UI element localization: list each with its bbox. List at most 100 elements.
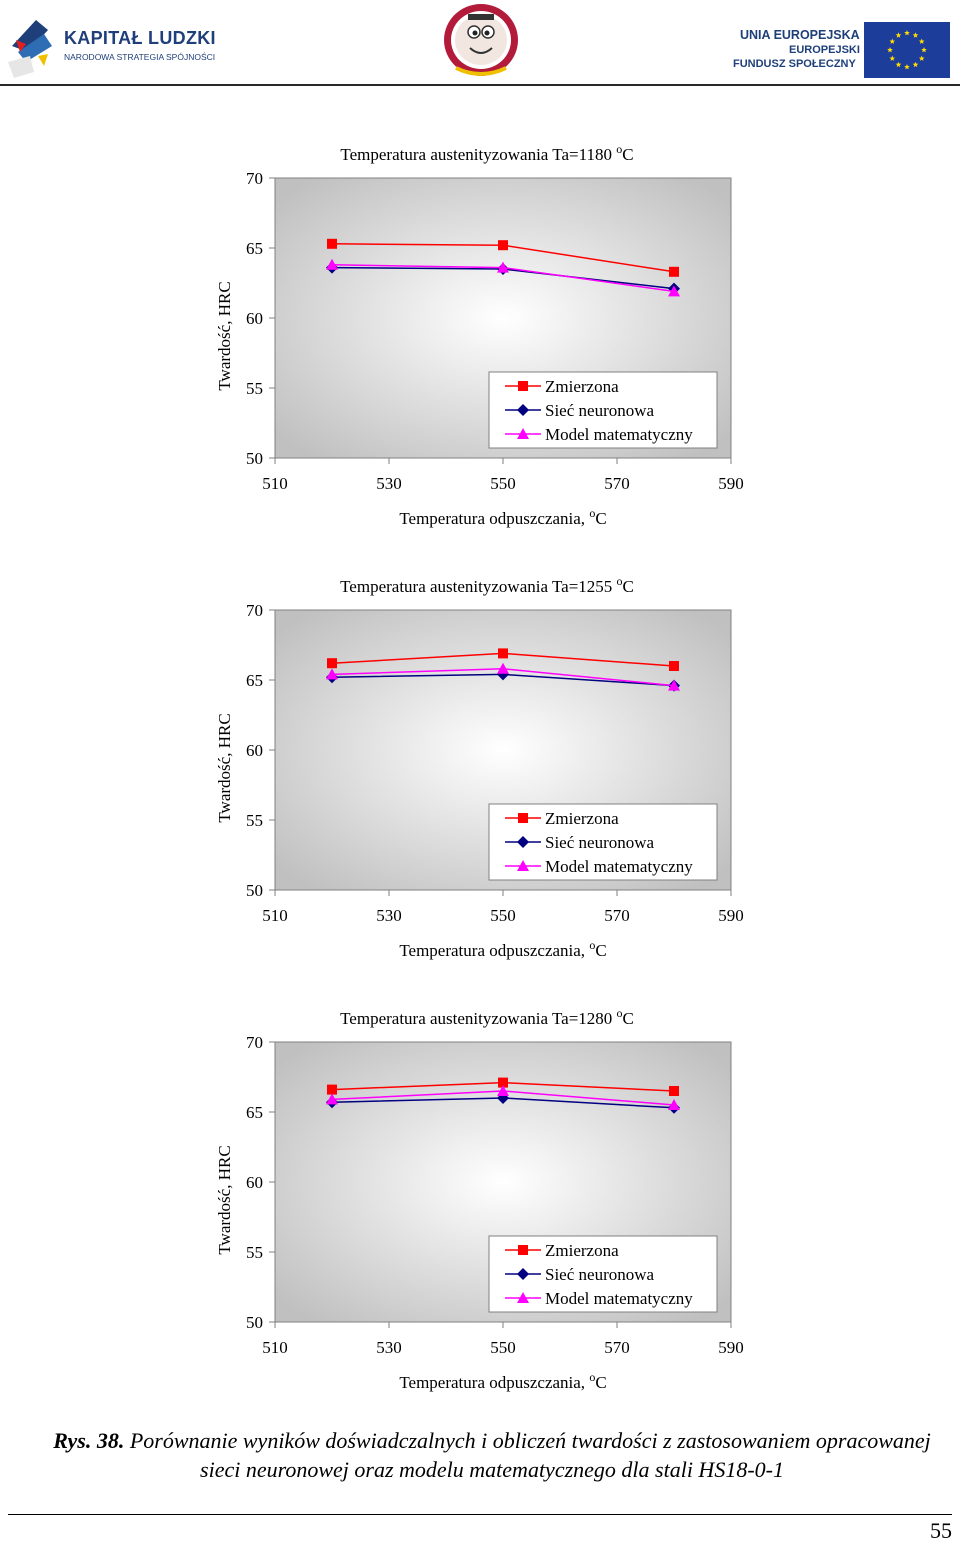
legend-label: Sieć neuronowa [545,833,655,852]
data-point-1 [669,266,679,277]
eu-star-icon [889,55,896,61]
figure-caption: Rys. 38. Porównanie wyników doświadczaln… [52,1426,932,1484]
x-axis-label: Temperatura odpuszczania, oC [399,506,606,528]
chart-title: Temperatura austenityzowania Ta=1180 oC [340,142,633,164]
x-tick-label: 570 [604,474,630,493]
legend-label: Sieć neuronowa [545,401,655,420]
kapital-ludzki-title: KAPITAŁ LUDZKI [64,28,216,48]
university-mascot-logo [440,2,522,82]
x-axis-label: Temperatura odpuszczania, oC [399,938,606,960]
eu-title: UNIA EUROPEJSKA [740,28,860,42]
x-tick-label: 570 [604,906,630,925]
kapital-ludzki-logo: KAPITAŁ LUDZKI NARODOWA STRATEGIA SPÓJNO… [8,16,216,82]
x-tick-label: 550 [490,474,516,493]
x-tick-label: 510 [262,906,288,925]
legend-label: Model matematyczny [545,857,693,876]
legend-marker [517,1268,529,1280]
legend-marker [518,813,528,823]
data-point-1 [669,661,679,671]
y-tick-label: 70 [246,169,263,188]
legend-label: Zmierzona [545,809,619,828]
kapital-ludzki-subtitle: NARODOWA STRATEGIA SPÓJNOŚCI [64,52,216,62]
x-tick-label: 590 [718,1338,744,1357]
data-point-3 [668,679,680,691]
caption-text: Porównanie wyników doświadczalnych i obl… [124,1428,931,1482]
data-point-1 [327,658,337,669]
legend-marker [518,381,528,391]
data-point-3 [326,258,338,270]
mascot-icon [444,4,518,76]
legend-label: Model matematyczny [545,1289,693,1308]
data-point-1 [327,238,337,249]
data-point-3 [326,668,338,680]
eu-star-icon [918,55,925,61]
y-tick-label: 50 [246,449,263,468]
data-point-3 [668,285,680,297]
data-point-1 [498,648,508,659]
data-point-1 [669,1086,679,1096]
eu-star-icon [889,38,896,44]
y-tick-label: 60 [246,741,263,760]
y-tick-label: 65 [246,239,263,258]
x-tick-label: 530 [376,474,402,493]
eu-star-icon [895,32,902,38]
y-tick-label: 55 [246,379,263,398]
y-tick-label: 65 [246,671,263,690]
eu-star-icon [912,61,919,68]
y-tick-label: 55 [246,1243,263,1262]
chart-title: Temperatura austenityzowania Ta=1280 oC [340,1006,634,1028]
y-axis-label: Twardość, HRC [215,281,234,390]
legend-marker [517,860,529,871]
chart-title: Temperatura austenityzowania Ta=1255 oC [340,574,634,596]
legend-marker [518,1245,528,1255]
caption-label: Rys. 38. [53,1428,125,1453]
legend-label: Sieć neuronowa [545,1265,655,1284]
eu-star-icon [887,47,893,53]
legend-marker [517,1292,529,1303]
y-tick-label: 50 [246,1313,263,1332]
page-header: KAPITAŁ LUDZKI NARODOWA STRATEGIA SPÓJNO… [0,0,960,90]
y-tick-label: 55 [246,811,263,830]
eu-line3: FUNDUSZ SPOŁECZNY [733,58,856,70]
eu-star-icon [904,30,910,36]
data-point-3 [497,1085,509,1096]
x-tick-label: 590 [718,906,744,925]
legend-label: Model matematyczny [545,425,693,444]
x-tick-label: 510 [262,474,288,493]
chart-1: 50 55 60 65 70 510 530 550 570 590 Temperatura aus… [215,142,744,528]
chart-3: 50 55 60 65 70 510 530 550 570 590 Temperatura aus… [215,1006,744,1392]
eu-flag-icon [864,22,950,78]
data-point-3 [497,662,509,674]
y-tick-label: 60 [246,1173,263,1192]
data-point-1 [498,240,508,251]
data-point-1 [327,1084,337,1095]
y-tick-label: 60 [246,309,263,328]
data-point-1 [498,1077,508,1088]
y-tick-label: 70 [246,1033,263,1052]
eu-star-icon [895,61,902,68]
footer-divider [8,1514,952,1515]
page-number: 55 [930,1518,952,1543]
legend-label: Zmierzona [545,377,619,396]
legend-marker [517,836,529,848]
y-axis-label: Twardość, HRC [215,1145,234,1254]
x-tick-label: 530 [376,1338,402,1357]
x-axis-label: Temperatura odpuszczania, oC [399,1370,606,1392]
legend-marker [517,428,529,439]
x-tick-label: 590 [718,474,744,493]
x-tick-label: 530 [376,906,402,925]
eu-star-icon [912,32,919,38]
eu-star-icon [918,38,925,44]
y-tick-label: 50 [246,881,263,900]
data-point-3 [326,1093,338,1105]
y-axis-label: Twardość, HRC [215,713,234,822]
legend-marker [517,404,529,416]
x-tick-label: 550 [490,906,516,925]
x-tick-label: 550 [490,1338,516,1357]
legend-label: Zmierzona [545,1241,619,1260]
chart-2: 50 55 60 65 70 510 530 550 570 590 Temperatura aus… [215,574,744,960]
eu-line2: EUROPEJSKI [789,44,860,56]
x-tick-label: 510 [262,1338,288,1357]
eu-star-icon [904,64,910,70]
x-tick-label: 570 [604,1338,630,1357]
